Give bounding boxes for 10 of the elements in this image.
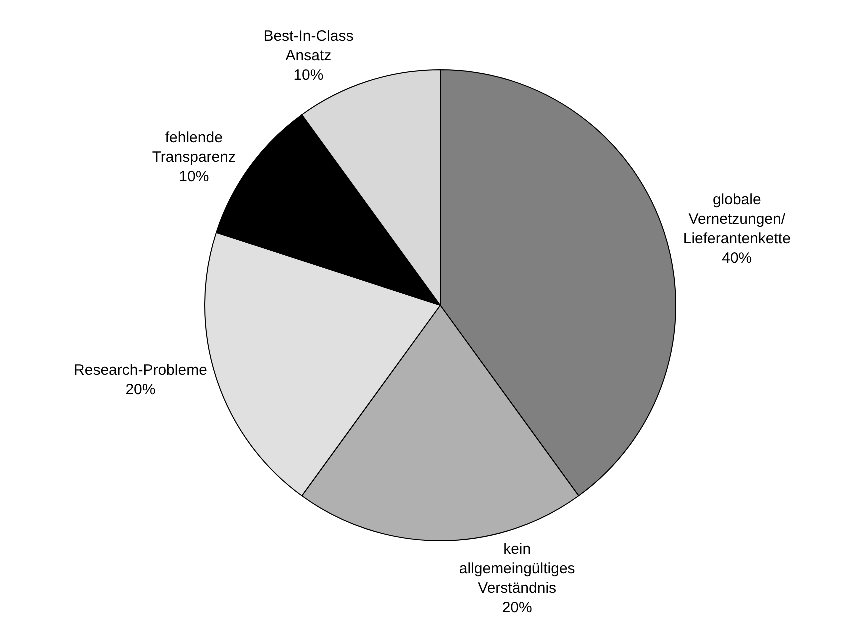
data-label: 20% — [126, 381, 156, 398]
slice-label: Best-In-Class Ansatz — [264, 28, 354, 65]
data-label: 40% — [722, 250, 752, 267]
slice-label: globale Vernetzungen/ Lieferantenkette — [683, 191, 791, 248]
data-label: 10% — [294, 67, 324, 84]
data-label: 20% — [502, 600, 532, 616]
data-label: 10% — [179, 168, 210, 186]
slice-label: Research-Probleme — [74, 362, 208, 379]
slice-label: kein allgemeingültiges Verständnis — [459, 541, 576, 597]
slice-label: fehlende Transparenz — [152, 129, 236, 166]
